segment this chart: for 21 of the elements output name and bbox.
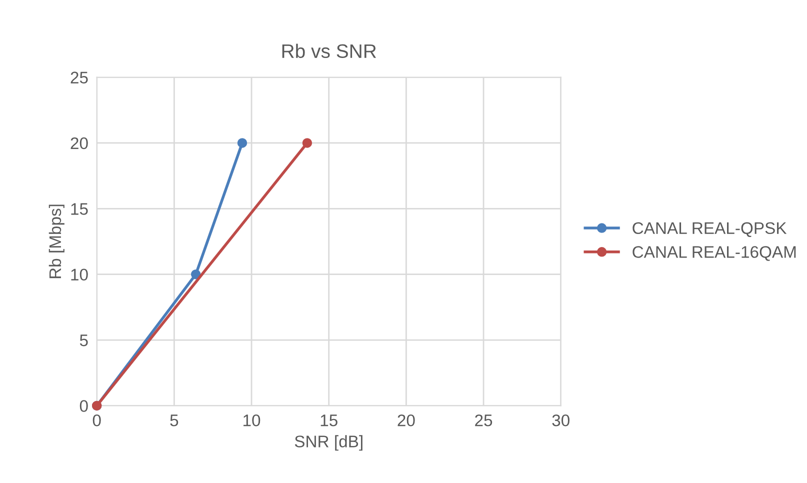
y-tick-label: 15 (71, 203, 88, 215)
y-tick-label: 25 (70, 72, 88, 84)
y-axis-title: Rb [Mbps] (48, 204, 64, 278)
legend-label: CANAL REAL-16QAM (632, 246, 796, 261)
x-axis-title: SNR [dB] (294, 435, 362, 451)
chart-title: Rb vs SNR (282, 44, 376, 58)
x-tick-label: 25 (475, 414, 492, 426)
point (190, 269, 201, 280)
y-tick-label: 5 (80, 334, 88, 346)
x-tick-label: 30 (552, 414, 570, 426)
y-tick-label: 10 (71, 268, 88, 281)
legend-label: CANAL REAL-QPSK (632, 222, 787, 238)
y-tick-label: 0 (80, 400, 88, 412)
y-tick-label: 20 (70, 137, 88, 150)
point (237, 138, 248, 148)
x-tick-label: 15 (320, 414, 338, 426)
x-tick-label: 20 (398, 414, 415, 426)
x-tick-label: 0 (92, 414, 101, 426)
point (302, 138, 312, 148)
x-tick-label: 10 (244, 414, 260, 426)
x-tick-label: 5 (170, 414, 178, 426)
